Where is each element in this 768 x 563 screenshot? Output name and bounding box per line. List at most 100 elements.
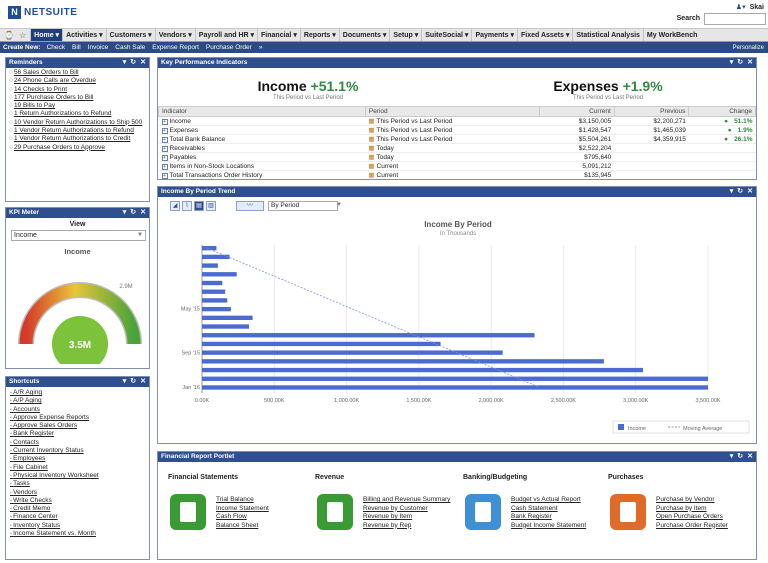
financial-link[interactable]: Budget vs Actual Report: [511, 496, 581, 503]
nav-tab-1[interactable]: Activities ▾: [62, 29, 106, 41]
create-new-item[interactable]: Invoice: [87, 44, 109, 51]
chart-bar[interactable]: [202, 350, 503, 355]
close-icon[interactable]: ✕: [747, 59, 753, 66]
close-icon[interactable]: ✕: [140, 59, 146, 66]
expand-icon[interactable]: +: [161, 154, 168, 161]
revenue-icon[interactable]: [317, 494, 353, 530]
kpi-row[interactable]: + Total Bank Balance ▦ This Period vs Last …: [158, 134, 756, 144]
reminder-text[interactable]: 19 Bills to Pay: [13, 102, 56, 110]
reminder-item[interactable]: ○1 Vendor Return Authorizations to Refun…: [9, 127, 146, 135]
reminder-item[interactable]: ○177 Purchase Orders to Bill: [9, 94, 146, 102]
shortcut-item[interactable]: Bank Register: [10, 430, 145, 438]
column-chart-icon[interactable]: ▥: [206, 201, 216, 211]
kpi-value[interactable]: Receivables: [169, 144, 205, 152]
kpi-row[interactable]: + Payables ▦ Today $795,640: [158, 152, 756, 162]
shortcut-item[interactable]: Tasks: [10, 480, 145, 488]
netsuite-logo[interactable]: N NETSUITE: [8, 6, 77, 19]
bar-chart-icon[interactable]: ▤: [194, 201, 204, 211]
shortcut-item[interactable]: Write Checks: [10, 497, 145, 505]
shortcut-item[interactable]: Finance Center: [10, 513, 145, 521]
reminder-text[interactable]: 10 Vendor Return Authorizations to Ship …: [13, 118, 143, 126]
kpi-row[interactable]: + Expenses ▦ This Period vs Last Period $1,4…: [158, 125, 756, 135]
area-chart-icon[interactable]: ◢: [170, 201, 180, 211]
financial-link[interactable]: Budget Income Statement: [511, 521, 587, 529]
expand-icon[interactable]: +: [161, 172, 168, 179]
shortcut-item[interactable]: Physical Inventory Worksheet: [10, 472, 145, 480]
chart-bar[interactable]: [202, 315, 253, 320]
expand-icon[interactable]: +: [161, 163, 168, 170]
chart-bar[interactable]: [202, 263, 218, 268]
kpi-value[interactable]: Income: [169, 117, 191, 125]
create-new-item[interactable]: Cash Sale: [115, 44, 146, 51]
nav-tab-0[interactable]: Home ▾: [30, 29, 63, 41]
chart-bar[interactable]: [202, 246, 217, 251]
shortcut-item[interactable]: Vendors: [10, 489, 145, 497]
purchase-doc-icon[interactable]: [610, 494, 646, 530]
kpi-row[interactable]: + Total Transactions Order History ▦ Curren…: [158, 170, 756, 179]
refresh-icon[interactable]: ↻: [130, 378, 137, 385]
shortcut-item[interactable]: A/R Aging: [10, 389, 145, 397]
kpi-column-header[interactable]: Indicator: [158, 106, 366, 117]
financial-link[interactable]: Cash Flow: [216, 513, 247, 520]
chart-bar[interactable]: [202, 376, 708, 381]
kpi-value[interactable]: Items in Non-Stock Locations: [169, 162, 255, 170]
close-icon[interactable]: ✕: [747, 453, 753, 460]
history-icon[interactable]: ⌚: [4, 30, 14, 40]
calendar-icon[interactable]: ▦: [368, 154, 375, 161]
meter-view-select[interactable]: Income ▼: [11, 230, 146, 241]
chart-bar[interactable]: [202, 341, 441, 347]
close-icon[interactable]: ✕: [140, 209, 146, 216]
calendar-icon[interactable]: ▦: [368, 127, 375, 134]
expand-icon[interactable]: +: [161, 127, 168, 134]
kpi-value[interactable]: Total Bank Balance: [169, 135, 226, 143]
kpi-column-header[interactable]: Current: [539, 106, 615, 117]
kpi-row[interactable]: + Receivables ▦ Today $2,522,204: [158, 143, 756, 153]
nav-tab-4[interactable]: Payroll and HR ▾: [194, 29, 257, 41]
financial-link[interactable]: Open Purchase Orders: [656, 513, 723, 520]
shortcut-item[interactable]: Approve Expense Reports: [10, 414, 145, 422]
user-name[interactable]: Skai: [749, 3, 764, 11]
chart-bar[interactable]: [202, 306, 231, 312]
kpi-row[interactable]: + Income ▦ This Period vs Last Period $3,150…: [158, 116, 756, 126]
expand-icon[interactable]: +: [161, 118, 168, 125]
chart-bar[interactable]: [202, 272, 237, 277]
financial-link[interactable]: Income Statement: [216, 504, 269, 512]
nav-tab-12[interactable]: Statistical Analysis: [572, 29, 643, 41]
collapse-icon[interactable]: ▾: [729, 59, 734, 66]
kpi-value[interactable]: Today: [376, 154, 394, 161]
chart-bar[interactable]: [202, 254, 230, 260]
kpi-value[interactable]: Current: [376, 163, 399, 170]
chart-bar[interactable]: [202, 280, 223, 286]
reminder-item[interactable]: ○56 Sales Orders to Bill: [9, 69, 146, 77]
reminder-text[interactable]: 1 Vendor Return Authorizations to Refund: [13, 127, 134, 135]
financial-link[interactable]: Purchase by Vendor: [656, 496, 715, 503]
shortcut-item[interactable]: Contacts: [10, 439, 145, 447]
chart-bar[interactable]: [202, 298, 228, 303]
create-new-item[interactable]: »: [258, 44, 263, 51]
reminder-text[interactable]: 177 Purchase Orders to Bill: [13, 93, 94, 101]
expand-icon[interactable]: +: [161, 145, 168, 152]
personalize-link[interactable]: Personalize: [732, 44, 764, 51]
kpi-value[interactable]: This Period vs Last Period: [376, 127, 453, 134]
financial-link[interactable]: Revenue by Customer: [363, 504, 428, 512]
bank-card-icon[interactable]: [465, 494, 501, 530]
chart-bar[interactable]: [202, 333, 535, 338]
create-new-item[interactable]: Expense Report: [152, 44, 199, 51]
search-input[interactable]: [704, 13, 766, 25]
close-icon[interactable]: ✕: [140, 378, 146, 385]
financial-link[interactable]: Billing and Revenue Summary: [363, 496, 451, 503]
ledger-icon[interactable]: [170, 494, 206, 530]
reminder-text[interactable]: 14 Checks to Print: [13, 85, 68, 93]
calendar-icon[interactable]: ▦: [368, 136, 375, 143]
refresh-icon[interactable]: ↻: [737, 59, 744, 66]
reminder-item[interactable]: ○1 Vendor Return Authorizations to Credi…: [9, 135, 146, 143]
chart-bar[interactable]: [202, 367, 643, 373]
collapse-icon[interactable]: ▾: [122, 378, 127, 385]
reminder-item[interactable]: ○24 Phone Calls are Overdue: [9, 77, 146, 85]
create-new-item[interactable]: Bill: [72, 44, 81, 51]
nav-tab-13[interactable]: My WorkBench: [642, 29, 700, 41]
financial-link[interactable]: Revenue by Rep: [363, 521, 412, 529]
trend-line-icon[interactable]: 〰: [236, 201, 264, 211]
shortcut-item[interactable]: Employees: [10, 455, 145, 463]
kpi-value[interactable]: Current: [376, 172, 399, 179]
